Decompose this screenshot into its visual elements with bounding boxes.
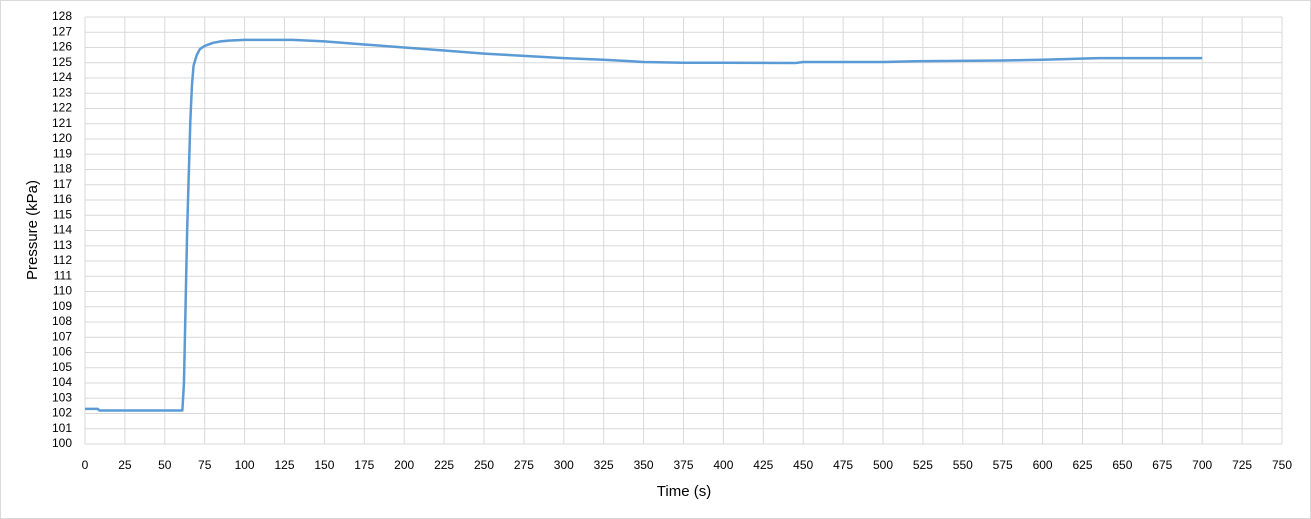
x-tick-label: 250	[474, 458, 494, 472]
y-tick-label: 113	[53, 238, 72, 252]
y-tick-label: 108	[52, 314, 72, 328]
y-tick-label: 116	[53, 192, 72, 206]
y-tick-label: 102	[52, 406, 72, 420]
y-tick-label: 117	[53, 177, 72, 191]
x-tick-label: 0	[82, 458, 89, 472]
y-tick-label: 111	[54, 268, 73, 282]
x-tick-label: 450	[793, 458, 813, 472]
y-tick-label: 100	[52, 436, 72, 450]
y-tick-label: 120	[52, 131, 72, 145]
x-tick-label: 675	[1152, 458, 1172, 472]
y-tick-label: 122	[52, 101, 72, 115]
y-tick-label: 112	[53, 253, 72, 267]
x-tick-label: 325	[594, 458, 614, 472]
x-tick-label: 425	[753, 458, 773, 472]
y-tick-label: 104	[52, 375, 72, 389]
y-tick-label: 119	[53, 146, 72, 160]
x-tick-label: 725	[1232, 458, 1252, 472]
y-tick-label: 107	[52, 329, 72, 343]
x-tick-label: 500	[873, 458, 893, 472]
y-tick-label: 126	[52, 40, 72, 54]
y-tick-label: 110	[53, 284, 72, 298]
x-tick-label: 575	[993, 458, 1013, 472]
y-tick-label: 125	[52, 55, 72, 69]
x-tick-label: 50	[158, 458, 172, 472]
x-tick-label: 175	[354, 458, 374, 472]
y-tick-label: 127	[52, 24, 72, 38]
x-tick-label: 375	[673, 458, 693, 472]
y-tick-label: 123	[52, 85, 72, 99]
x-tick-label: 25	[118, 458, 132, 472]
y-tick-label: 103	[52, 390, 72, 404]
x-tick-label: 475	[833, 458, 853, 472]
x-axis-title: Time (s)	[657, 483, 711, 500]
x-tick-label: 650	[1112, 458, 1132, 472]
x-tick-label: 100	[235, 458, 255, 472]
x-tick-label: 125	[274, 458, 294, 472]
line-series	[85, 38, 1203, 412]
x-tick-label: 75	[198, 458, 212, 472]
y-tick-label: 101	[52, 421, 72, 435]
x-tick-label: 525	[913, 458, 933, 472]
x-tick-label: 750	[1272, 458, 1292, 472]
y-tick-label: 106	[52, 345, 72, 359]
x-tick-label: 350	[634, 458, 654, 472]
y-tick-label: 128	[52, 9, 72, 23]
x-tick-label: 300	[554, 458, 574, 472]
x-tick-label: 275	[514, 458, 534, 472]
x-tick-label: 550	[953, 458, 973, 472]
x-tick-label: 400	[713, 458, 733, 472]
y-tick-label: 121	[52, 116, 72, 130]
x-tick-label: 150	[314, 458, 334, 472]
x-tick-label: 625	[1072, 458, 1092, 472]
y-tick-label: 115	[53, 207, 72, 221]
y-tick-label: 109	[52, 299, 72, 313]
x-tick-label: 200	[394, 458, 414, 472]
y-axis-title: Pressure (kPa)	[24, 180, 41, 280]
x-tick-label: 700	[1192, 458, 1212, 472]
x-tick-label: 225	[434, 458, 454, 472]
y-tick-label: 118	[53, 162, 72, 176]
y-tick-label: 124	[52, 70, 72, 84]
y-tick-label: 105	[52, 360, 72, 374]
x-tick-label: 600	[1033, 458, 1053, 472]
y-tick-label: 114	[53, 223, 72, 237]
